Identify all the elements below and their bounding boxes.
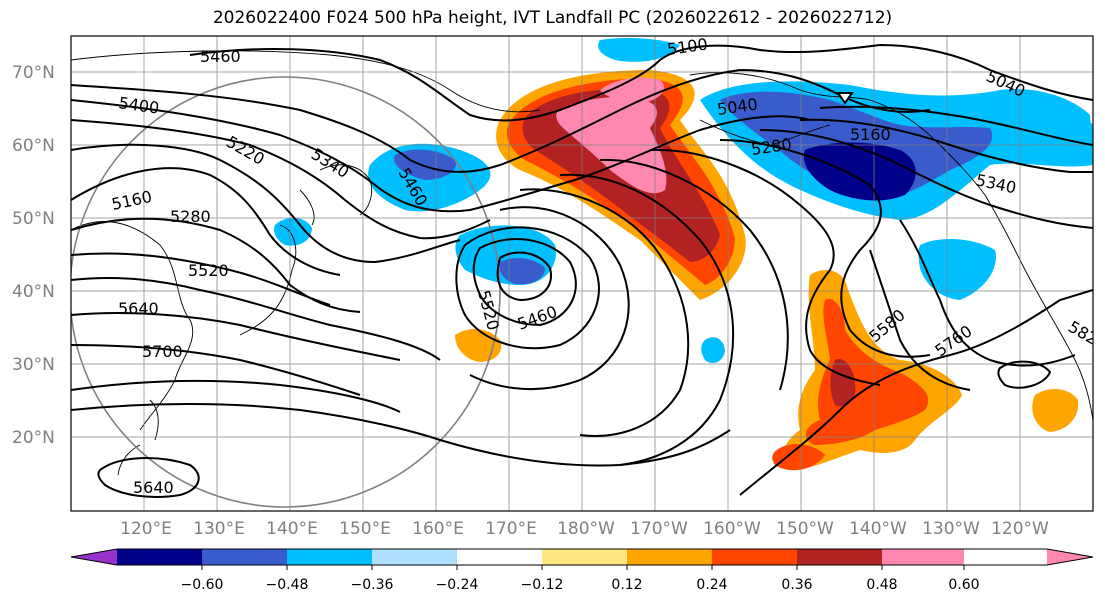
colorbar-tick-label: −0.60: [181, 577, 224, 593]
reference-circle: [71, 76, 501, 508]
map-plot-area: 5460 5400 5220 5340 5160 5280 5460 5520 …: [71, 34, 1093, 511]
colorbar-segment: [457, 549, 542, 565]
colorbar-right-extension: [1047, 549, 1093, 565]
lon-label: 140°E: [266, 519, 318, 539]
lon-label: 160°W: [703, 519, 761, 539]
colorbar-tick-label: −0.36: [351, 577, 394, 593]
map-frame: [70, 35, 1094, 512]
lon-label: 140°W: [849, 519, 907, 539]
contour-label: 5100: [666, 34, 709, 58]
colorbar-tick-label: 0.24: [696, 577, 727, 593]
colorbar-segment: [712, 549, 797, 565]
height-contours: [71, 43, 1093, 498]
colorbar-tick-label: −0.12: [521, 577, 564, 593]
colorbar-tick-label: 0.60: [948, 577, 979, 593]
lon-label: 130°W: [922, 519, 980, 539]
lon-label: 170°E: [485, 519, 537, 539]
contour-label: 5160: [850, 125, 891, 144]
lat-label: 70°N: [12, 63, 55, 83]
contour-label: 5640: [118, 299, 159, 318]
longitude-labels: 120°E 130°E 140°E 150°E 160°E 170°E 180°…: [120, 519, 1049, 539]
colorbar-tick-label: −0.48: [266, 577, 309, 593]
colorbar-outline: [70, 548, 1094, 566]
colorbar-segment: [797, 549, 882, 565]
colorbar-left-extension: [71, 549, 117, 565]
lon-label: 120°W: [991, 519, 1049, 539]
contour-label: 5280: [170, 207, 211, 226]
colorbar-segment: [117, 549, 202, 565]
latitude-labels: 70°N 60°N 50°N 40°N 30°N 20°N: [12, 63, 55, 448]
lat-label: 30°N: [12, 355, 55, 375]
lon-label: 150°W: [776, 519, 834, 539]
lon-label: 120°E: [120, 519, 172, 539]
contour-label: 5640: [133, 478, 174, 497]
marker-triangle-icon: [836, 92, 854, 105]
colorbar-tick-label: 0.12: [611, 577, 642, 593]
colorbar-segment: [964, 549, 1047, 565]
lon-label: 160°E: [412, 519, 464, 539]
colorbar-segment: [542, 549, 627, 565]
gridlines: [71, 36, 1093, 511]
lat-label: 50°N: [12, 209, 55, 229]
colorbar-segment: [202, 549, 287, 565]
colorbar-segment: [372, 549, 457, 565]
contour-label: 5460: [200, 47, 241, 66]
lat-label: 60°N: [12, 136, 55, 156]
lon-label: 130°E: [193, 519, 245, 539]
colorbar-segment: [882, 549, 964, 565]
contour-label: 5520: [188, 261, 229, 280]
lon-label: 170°W: [630, 519, 688, 539]
colorbar-segment: [627, 549, 712, 565]
colorbar-segment: [287, 549, 372, 565]
ivt-positive-southeast: [455, 270, 1079, 471]
map-title: 2026022400 F024 500 hPa height, IVT Land…: [212, 8, 893, 28]
lon-label: 150°E: [339, 519, 391, 539]
lat-label: 20°N: [12, 428, 55, 448]
colorbar-tick-label: 0.36: [781, 577, 812, 593]
contour-label: 5700: [142, 342, 183, 361]
colorbar: −0.60 −0.48 −0.36 −0.24 −0.12 0.12 0.24 …: [70, 548, 1094, 593]
lat-label: 40°N: [12, 282, 55, 302]
colorbar-tick-label: 0.48: [866, 577, 897, 593]
colorbar-tick-label: −0.24: [436, 577, 479, 593]
lon-label: 180°W: [557, 519, 615, 539]
